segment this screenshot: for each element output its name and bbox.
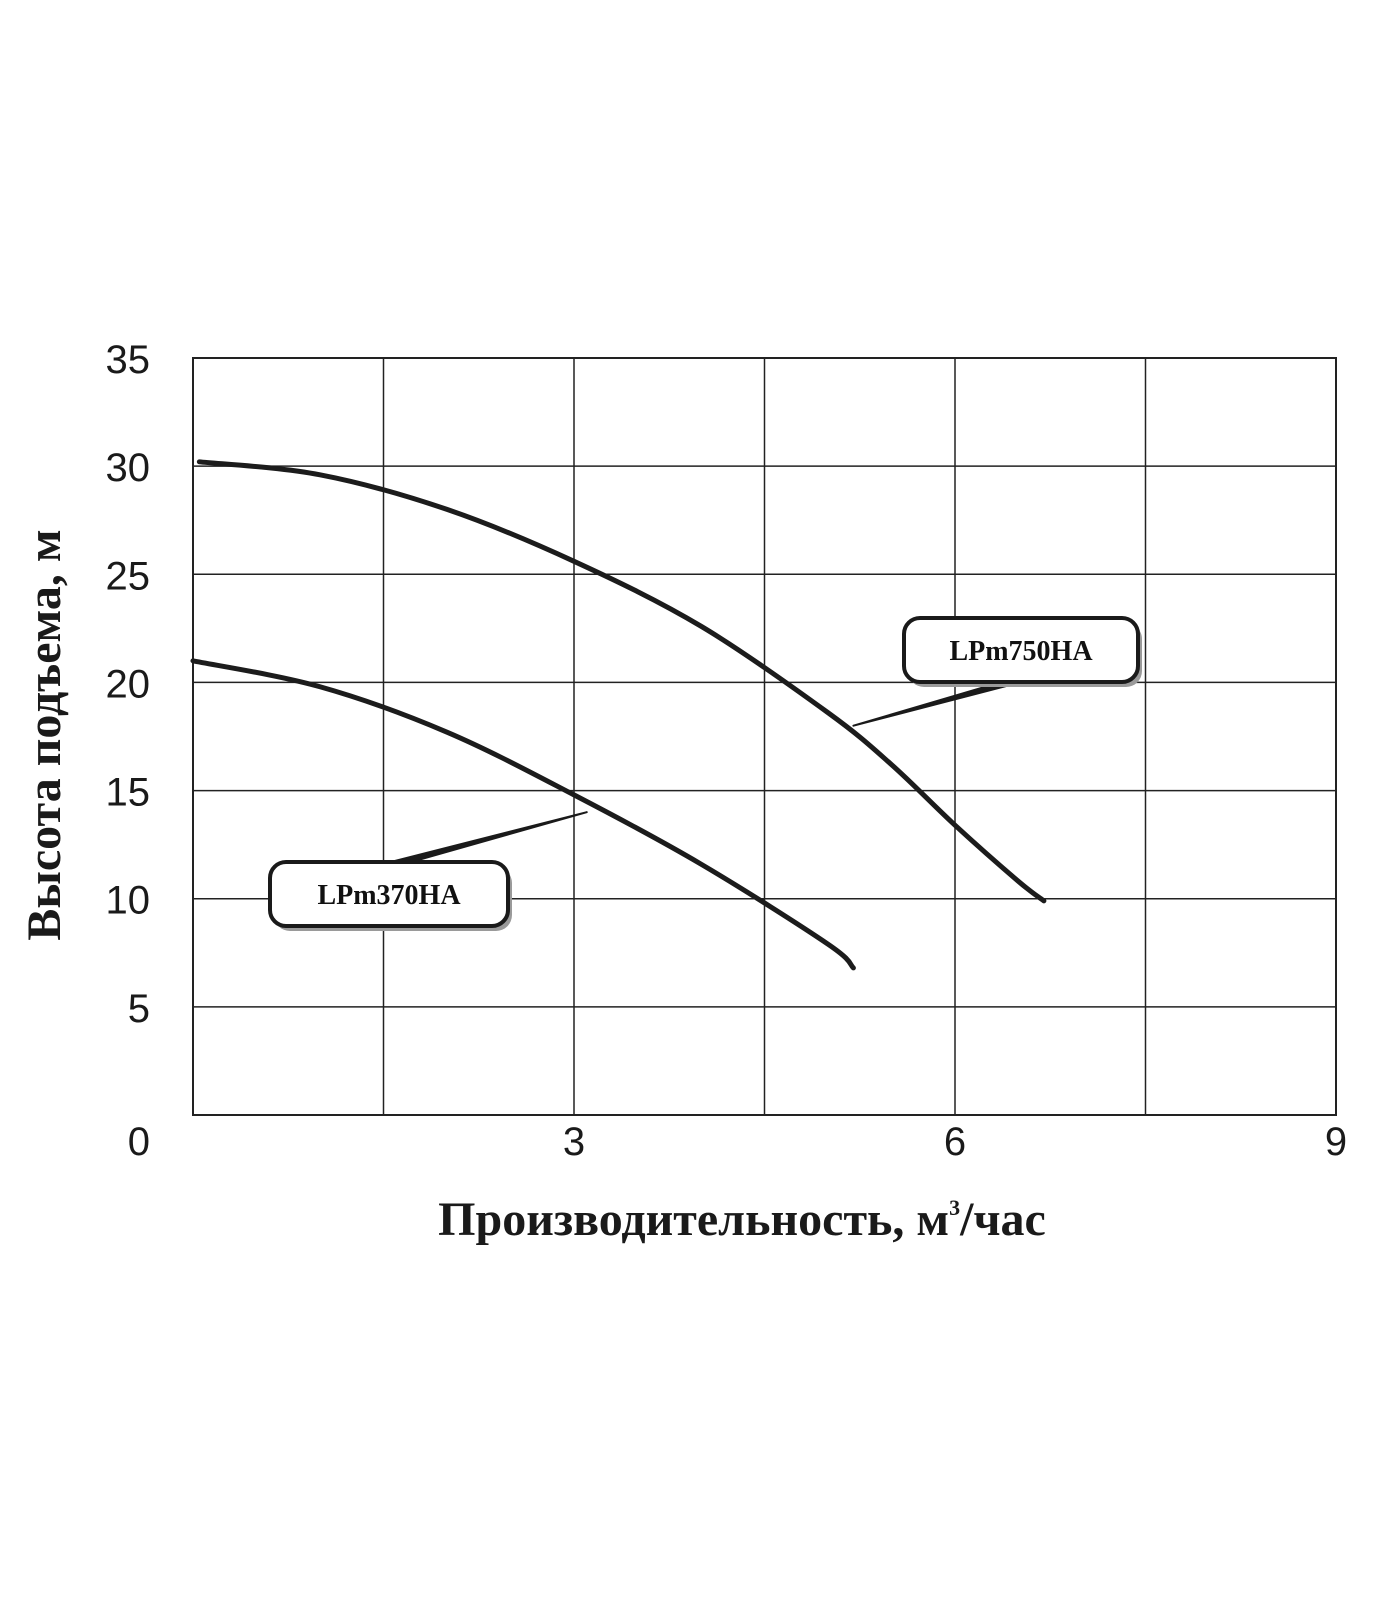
x-tick-labels: 3 6 9 [563,1120,1347,1164]
y-tick-label: 20 [106,662,151,706]
x-tick-label: 6 [944,1120,966,1164]
y-tick-label: 30 [106,446,151,490]
y-axis-title: Высота подъема, м [18,529,71,940]
series-callouts: LPm750HA LPm370HA [268,616,1142,931]
y-tick-label: 15 [106,771,151,815]
y-tick-labels: 0 5 10 15 20 25 30 35 [106,338,151,1164]
y-tick-label: 25 [106,554,151,598]
y-tick-label: 5 [128,987,150,1031]
callout-box [902,616,1140,684]
series-label: LPm370HA [317,880,461,911]
series-label: LPm750HA [949,636,1093,667]
x-axis-title-sup: 3 [949,1195,960,1220]
x-tick-label: 9 [1325,1120,1347,1164]
y-tick-label: 0 [128,1120,150,1164]
x-axis-title-tail: /час [959,1193,1046,1246]
x-tick-label: 3 [563,1120,585,1164]
y-tick-label: 35 [106,338,151,382]
callout-box [268,860,510,928]
y-tick-label: 10 [106,879,151,923]
x-axis-title: Производительность, м3/час [438,1193,1046,1246]
series-line-LPm750HA [196,459,1047,904]
x-axis-title-main: Производительность, м [438,1193,949,1246]
callout-LPm370HA: LPm370HA [268,811,588,931]
series-line-LPm370HA [190,658,856,971]
callout-LPm750HA: LPm750HA [852,616,1142,727]
series-lines [190,459,1047,971]
